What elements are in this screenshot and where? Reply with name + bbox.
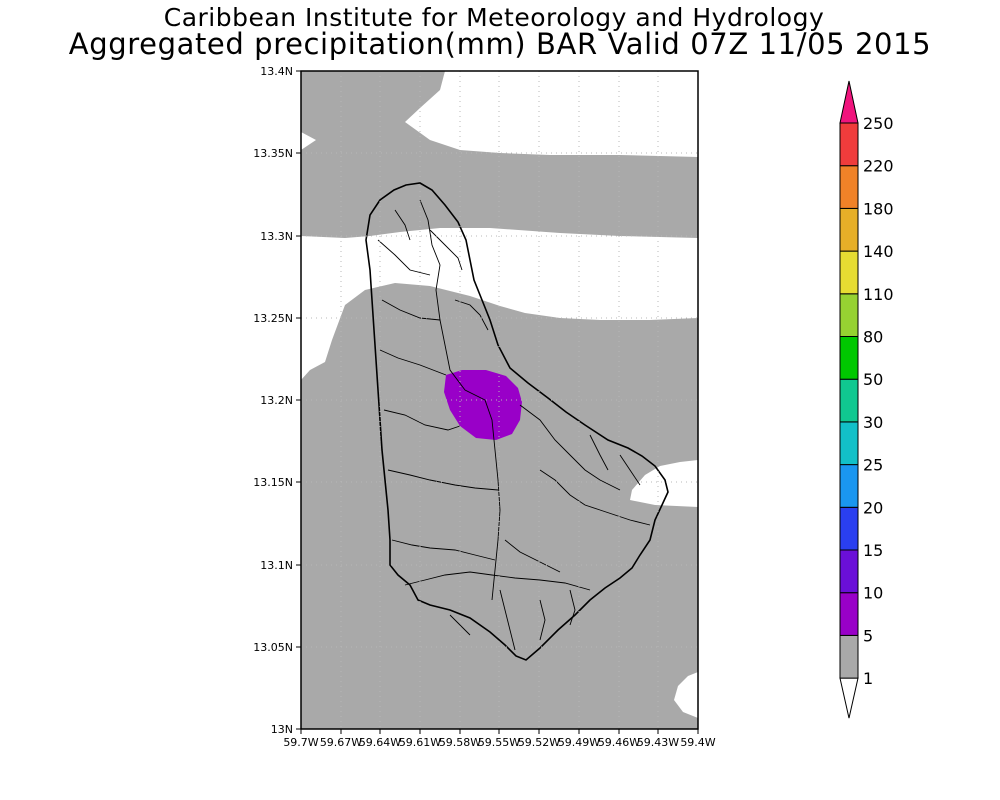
lon-label: 59.67W [320,736,362,749]
colorbar-label: 140 [863,242,894,261]
lon-label: 59.52W [518,736,560,749]
colorbar-label: 110 [863,285,894,304]
colorbar-label: 220 [863,157,894,176]
lat-label: 13N [271,723,293,736]
lon-label: 59.49W [558,736,600,749]
lat-label: 13.35N [253,147,293,160]
colorbar-label: 25 [863,456,883,475]
colorbar-label: 5 [863,626,873,645]
lat-label: 13.2N [260,394,293,407]
colorbar-segment [839,421,859,466]
lat-tick-marks [296,70,301,730]
colorbar-label: 20 [863,498,883,517]
precip-1-5mm-north-band [301,71,698,238]
lon-label: 59.4W [680,736,715,749]
colorbar-label: 15 [863,541,883,560]
colorbar-segment [839,165,859,209]
lat-label: 13.05N [253,641,293,654]
lon-label: 59.61W [399,736,441,749]
colorbar-segment [839,506,859,551]
colorbar-segment [839,634,859,679]
colorbar-label: 180 [863,199,894,218]
colorbar-segment [839,549,859,594]
lat-label: 13.15N [253,476,293,489]
colorbar-arrow-low [839,677,859,719]
colorbar-label: 10 [863,584,883,603]
colorbar-label: 80 [863,328,883,347]
lat-label: 13.1N [260,559,293,572]
lat-label: 13.25N [253,312,293,325]
river-network [377,199,651,651]
lon-label: 59.46W [598,736,640,749]
lon-label: 59.7W [283,736,318,749]
colorbar-segment [839,250,859,295]
lat-label: 13.4N [260,65,293,78]
no-rain-patch-southeast [674,672,698,718]
gridlines [301,71,698,729]
no-rain-notch [301,132,316,150]
colorbar-segment [839,378,859,423]
colorbar-label: 30 [863,413,883,432]
lat-labels: 13.4N 13.35N 13.3N 13.25N 13.2N 13.15N 1… [253,65,293,736]
colorbar-segment [839,336,859,380]
colorbar-label: 1 [863,669,873,688]
colorbar-segment [839,293,859,337]
colorbar-segment [839,464,859,508]
colorbar-segment [839,122,859,167]
colorbar-label: 50 [863,370,883,389]
barbados-outline [365,182,669,661]
lat-label: 13.3N [260,230,293,243]
lon-tick-marks [300,729,699,734]
colorbar-segment [839,592,859,636]
lon-label: 59.55W [478,736,520,749]
colorbar-arrow-high [839,80,859,124]
lon-label: 59.58W [439,736,481,749]
lon-label: 59.64W [359,736,401,749]
colorbar-segment [839,207,859,252]
colorbar-label: 250 [863,114,894,133]
chart-subtitle: Aggregated precipitation(mm) BAR Valid 0… [68,27,932,61]
chart-title: Caribbean Institute for Meteorology and … [163,3,825,32]
lon-labels: 59.7W 59.67W 59.64W 59.61W 59.58W 59.55W… [283,736,715,749]
lon-label: 59.43W [637,736,679,749]
